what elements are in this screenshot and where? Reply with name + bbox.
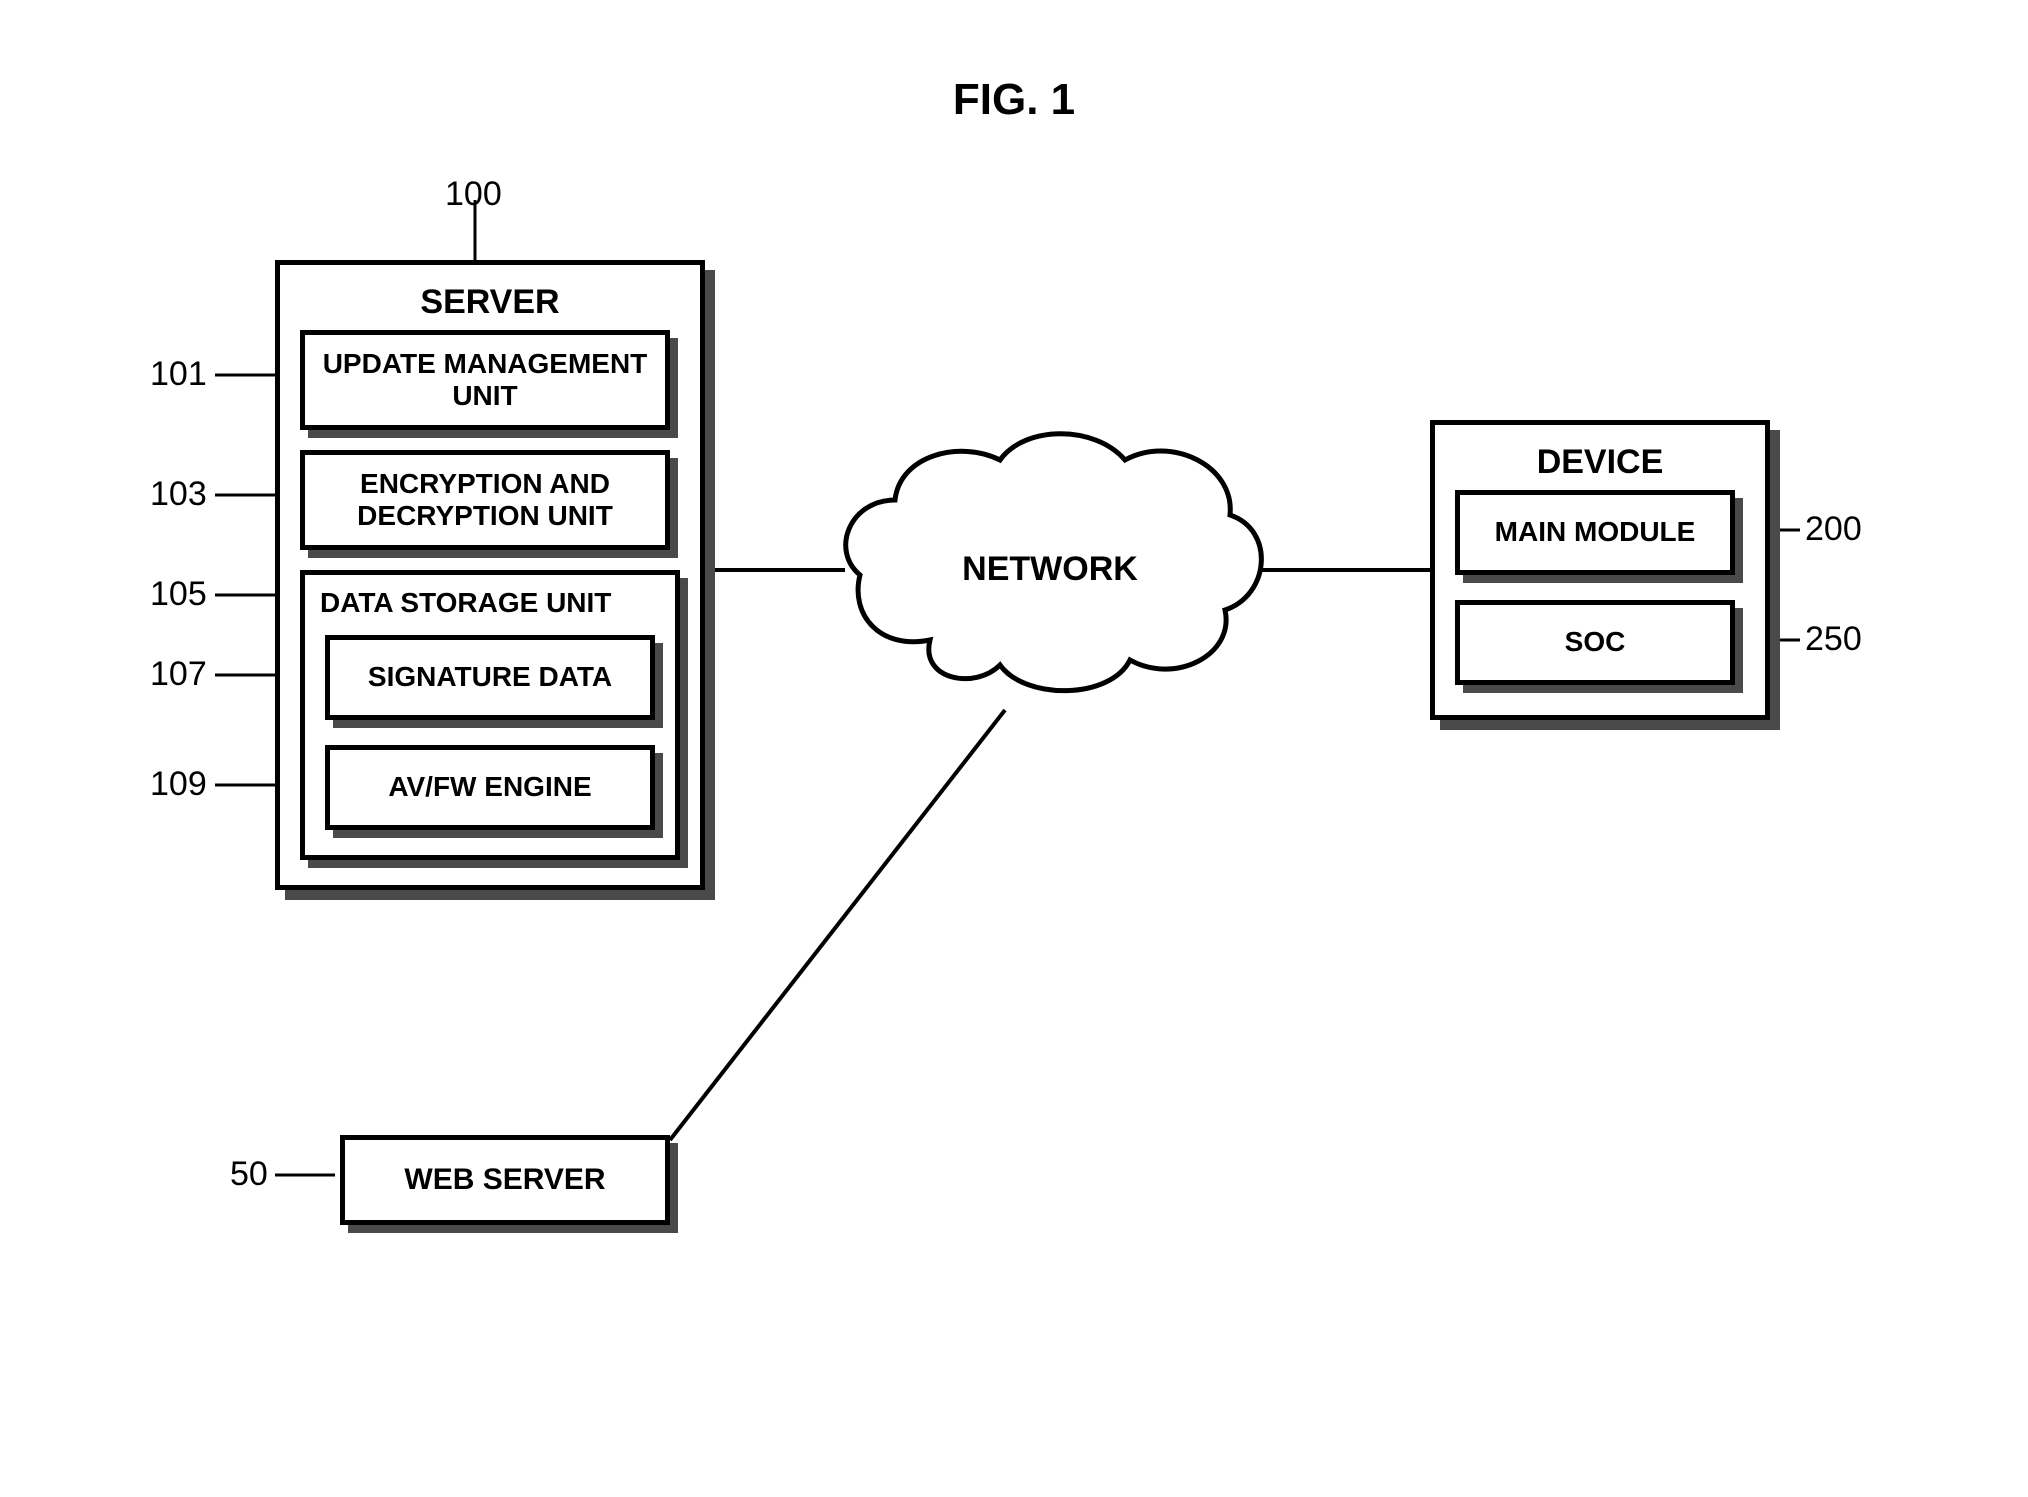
soc: SOC <box>1455 600 1735 685</box>
avfw-engine: AV/FW ENGINE <box>325 745 655 830</box>
ref-103: 103 <box>150 475 207 514</box>
signature-data: SIGNATURE DATA <box>325 635 655 720</box>
ref-109: 109 <box>150 765 207 804</box>
server-title: SERVER <box>280 277 700 327</box>
network-label: NETWORK <box>962 550 1138 588</box>
web-server: WEB SERVER <box>340 1135 670 1225</box>
update-management-unit: UPDATE MANAGEMENT UNIT <box>300 330 670 430</box>
device-title: DEVICE <box>1435 437 1765 487</box>
ref-107: 107 <box>150 655 207 694</box>
data-storage-unit-label: DATA STORAGE UNIT <box>320 587 660 619</box>
edge-network-webserver <box>670 710 1005 1140</box>
ref-50: 50 <box>230 1155 268 1194</box>
network-cloud: NETWORK <box>820 400 1280 740</box>
ref-105: 105 <box>150 575 207 614</box>
ref-100: 100 <box>445 175 502 214</box>
ref-101: 101 <box>150 355 207 394</box>
ref-250: 250 <box>1805 620 1862 659</box>
encryption-decryption-unit: ENCRYPTION AND DECRYPTION UNIT <box>300 450 670 550</box>
ref-200: 200 <box>1805 510 1862 549</box>
main-module: MAIN MODULE <box>1455 490 1735 575</box>
